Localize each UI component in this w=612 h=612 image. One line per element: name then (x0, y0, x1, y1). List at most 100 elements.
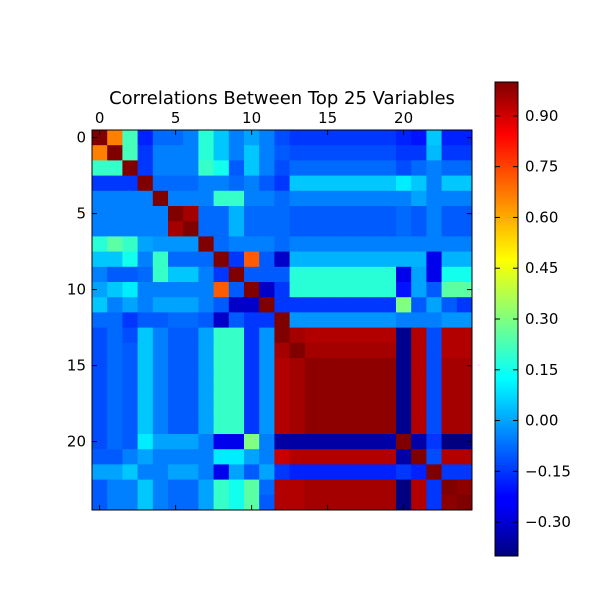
heatmap-cell (183, 312, 199, 328)
heatmap-cell (304, 464, 321, 480)
heatmap-cell (441, 190, 458, 207)
heatmap-cell (335, 464, 351, 480)
heatmap-cell (213, 236, 230, 252)
heatmap-cell (320, 449, 336, 465)
heatmap-cell (441, 266, 458, 283)
heatmap-cell (198, 434, 214, 450)
heatmap-cell (441, 418, 458, 435)
heatmap-cell (380, 373, 397, 389)
heatmap-cell (426, 206, 442, 222)
heatmap-cell (426, 358, 442, 374)
heatmap-cell (335, 221, 351, 237)
heatmap-cell (274, 388, 290, 404)
heatmap-cell (426, 327, 442, 344)
heatmap-cell (107, 297, 123, 313)
heatmap-cell (137, 373, 154, 389)
heatmap-cell (137, 236, 154, 252)
heatmap-cell (137, 206, 154, 222)
heatmap-cell (456, 373, 473, 389)
heatmap-cell (365, 358, 382, 374)
heatmap-cell (183, 190, 199, 207)
heatmap-cell (289, 327, 306, 344)
heatmap-cell (137, 130, 154, 146)
heatmap-cell (213, 251, 230, 268)
heatmap-cell (456, 494, 473, 511)
heatmap-cell (350, 312, 366, 328)
heatmap-cell (122, 434, 138, 450)
heatmap-cell (228, 297, 245, 313)
heatmap-cell (168, 403, 184, 420)
heatmap-cell (335, 373, 351, 389)
heatmap-cell (152, 373, 169, 389)
heatmap-cell (426, 266, 442, 283)
heatmap-cell (244, 282, 260, 298)
heatmap-cell (244, 206, 260, 222)
heatmap-cell (168, 145, 184, 161)
heatmap-cell (92, 388, 108, 404)
heatmap-cell (456, 403, 473, 420)
heatmap-cell (456, 312, 473, 328)
heatmap-cell (380, 388, 397, 404)
heatmap-cell (107, 434, 123, 450)
heatmap-cell (244, 388, 260, 404)
heatmap-cell (198, 342, 214, 359)
heatmap-cell (198, 373, 214, 389)
heatmap-cell (320, 358, 336, 374)
heatmap-cell (335, 282, 351, 298)
heatmap-cell (137, 175, 154, 192)
heatmap-cell (152, 418, 169, 435)
heatmap-cell (183, 206, 199, 222)
heatmap-cell (244, 479, 260, 496)
heatmap-cell (289, 160, 306, 176)
heatmap-cell (137, 145, 154, 161)
heatmap-cell (137, 388, 154, 404)
heatmap-cell (259, 358, 275, 374)
heatmap-cell (259, 251, 275, 268)
heatmap-cell (380, 251, 397, 268)
heatmap-cell (152, 160, 169, 176)
colorbar-ticks: 0.90 0.75 0.60 0.45 0.30 0.15 0.00 −0.15 −0.30 (495, 107, 571, 531)
heatmap-cell (183, 358, 199, 374)
heatmap-cell (152, 145, 169, 161)
heatmap-cell (426, 160, 442, 176)
heatmap-cell (274, 160, 290, 176)
heatmap-cell (198, 145, 214, 161)
heatmap-cell (122, 266, 138, 283)
heatmap-cell (137, 297, 154, 313)
heatmap-cell (350, 282, 366, 298)
heatmap-cell (137, 342, 154, 359)
heatmap-cell (168, 266, 184, 283)
heatmap-cell (183, 221, 199, 237)
heatmap-cell (274, 403, 290, 420)
heatmap-cell (320, 145, 336, 161)
heatmap-cell (92, 145, 108, 161)
heatmap-cell (411, 403, 427, 420)
heatmap-cell (152, 206, 169, 222)
heatmap-cell (259, 160, 275, 176)
heatmap-cell (335, 266, 351, 283)
heatmap-cell (198, 190, 214, 207)
heatmap-cell (396, 479, 412, 496)
heatmap-cell (456, 251, 473, 268)
heatmap-cell (396, 449, 412, 465)
heatmap-cell (122, 130, 138, 146)
heatmap-cell (304, 449, 321, 465)
heatmap-cell (92, 221, 108, 237)
heatmap-cell (441, 160, 458, 176)
heatmap-cell (396, 418, 412, 435)
heatmap-cell (92, 175, 108, 192)
heatmap-cell (320, 130, 336, 146)
colorbar-tick-label: −0.30 (525, 513, 571, 531)
heatmap-cell (152, 449, 169, 465)
heatmap-cell (396, 494, 412, 511)
heatmap-cell (365, 418, 382, 435)
colorbar-tick-label: 0.15 (525, 361, 558, 379)
heatmap-cell (441, 145, 458, 161)
heatmap-cell (411, 434, 427, 450)
heatmap-cell (456, 282, 473, 298)
heatmap-cell (244, 130, 260, 146)
heatmap-cell (335, 342, 351, 359)
heatmap-cell (426, 434, 442, 450)
heatmap-cell (122, 206, 138, 222)
heatmap-cell (380, 190, 397, 207)
